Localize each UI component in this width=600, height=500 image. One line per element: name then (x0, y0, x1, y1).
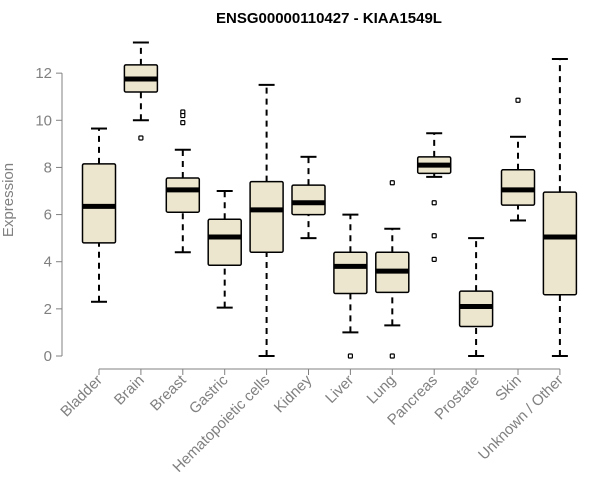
x-tick-label: Prostate (431, 372, 483, 424)
box-lung (375, 180, 410, 359)
x-tick-label: Skin (492, 372, 525, 405)
box-pancreas (416, 132, 452, 262)
x-tick-label: Brain (111, 372, 148, 409)
x-tick-label: Breast (147, 371, 190, 414)
iqr-box (249, 180, 284, 254)
outlier-point (180, 120, 186, 126)
outlier-point (389, 180, 395, 186)
x-tick-label: Lung (364, 372, 400, 408)
box-brain (123, 41, 159, 141)
outlier-point (431, 200, 437, 206)
box-bladder (81, 127, 117, 303)
y-tick-label: 0 (44, 348, 52, 365)
iqr-box (81, 163, 117, 244)
box-liver (333, 213, 368, 359)
iqr-box (333, 251, 368, 295)
outlier-point (431, 233, 437, 239)
iqr-box (542, 191, 578, 296)
box-breast (165, 109, 201, 254)
box-prostate (458, 237, 494, 357)
x-tick-label: Kidney (271, 371, 316, 416)
box-gastric (207, 190, 242, 309)
y-tick-label: 4 (44, 254, 52, 271)
y-tick-label: 6 (44, 207, 52, 224)
box-kidney (291, 155, 326, 240)
y-tick-label: 12 (35, 65, 52, 82)
outlier-point (180, 112, 186, 119)
y-tick-label: 2 (44, 301, 52, 318)
x-tick-label: Liver (322, 372, 357, 407)
y-axis: 0 2 4 6 8 10 12 (35, 65, 63, 365)
y-axis-label: Expression (0, 163, 17, 237)
outlier-point (515, 97, 521, 103)
x-tick-label: Bladder (57, 372, 106, 421)
outlier-point (389, 353, 395, 359)
outlier-point (347, 353, 353, 359)
iqr-box (207, 218, 242, 267)
boxes-group (81, 41, 578, 359)
iqr-box (291, 184, 326, 216)
y-tick-label: 10 (35, 112, 52, 129)
outlier-point (431, 256, 437, 262)
iqr-box (165, 177, 201, 213)
chart-title: ENSG00000110427 - KIAA1549L (216, 10, 442, 27)
y-tick-label: 8 (44, 159, 52, 176)
box-skin (500, 97, 536, 222)
box-hematopoietic-cells (249, 83, 284, 357)
box-unknown-other (542, 58, 578, 357)
outlier-point (138, 135, 144, 141)
